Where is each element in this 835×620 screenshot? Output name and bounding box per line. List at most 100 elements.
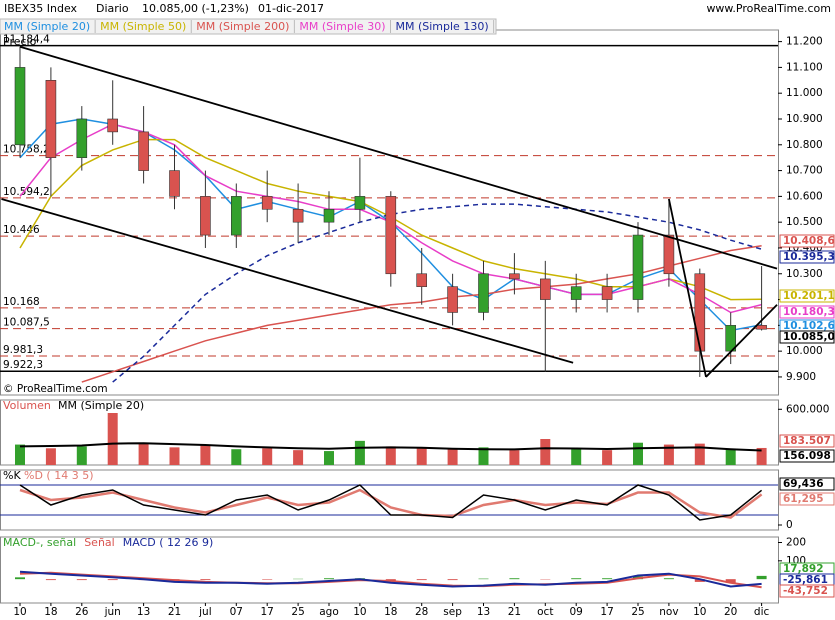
series-line [19,570,762,588]
value-label-box [779,289,835,303]
volume-bar [262,448,273,465]
y-tick-label: 10.800 [786,139,823,151]
volume-bar [478,447,489,465]
volume-bar [694,443,705,465]
legend-entry: MACD ( 12 26 9) [123,536,214,549]
y-tick-label: 10.000 [786,345,823,357]
volume-bar [169,447,180,465]
x-tick-label: 13 [137,606,150,618]
x-tick-label: 25 [291,606,304,618]
candle-body [169,170,180,197]
value-label: 10.395,32 [783,251,835,263]
legend-entry: %K [3,469,21,482]
x-tick-label: nov [659,606,678,618]
volume-bar [416,448,427,465]
x-tick-label: 18 [384,606,397,618]
histogram-bar [509,578,520,580]
volume-bar [509,450,520,465]
histogram-bar [107,579,118,581]
value-label-box [779,330,835,344]
panel-label: Volumen [3,399,51,412]
volume-bar [15,444,25,465]
legend-entry: %D ( 14 3 5) [24,469,94,482]
legend-entry: MM (Simple 30) [299,20,385,33]
credit: © ProRealTime.com [3,383,108,395]
x-tick-label: 18 [44,606,57,618]
volume-bar [354,440,365,465]
value-label-box [779,234,835,248]
value-label-box [779,584,835,598]
value-label: -25,861 [783,574,828,586]
level-label: 10.446 [3,224,40,236]
volume-bar [571,449,582,465]
trendline [19,45,778,270]
y-tick-label: 10.600 [786,190,823,202]
volume-bar [663,444,674,465]
value-label-box [779,449,835,463]
volume-bar [231,449,242,465]
histogram-bar [602,578,613,580]
candle-body [231,196,242,236]
candle-body [539,278,551,300]
candle-body [385,196,397,275]
x-tick-label: 25 [631,606,644,618]
y-tick-label: 0 [786,519,793,531]
volume-bar [76,446,87,465]
x-tick-label: 28 [415,606,428,618]
volume-bar [45,448,56,465]
y-tick-label: 10.300 [786,268,823,280]
volume-bar [602,450,613,465]
histogram-bar [571,578,582,580]
y-tick-label: 600.000 [786,403,829,415]
level-label: 9.981,3 [3,344,43,356]
x-tick-label: 07 [230,606,243,618]
candle-body [261,196,273,210]
y-tick-label: 11.100 [786,61,823,73]
volume-bar [725,449,736,465]
candle-body [138,131,149,171]
x-tick-label: 10 [13,606,26,618]
candle-body [107,118,118,133]
x-tick-label: sep [443,606,462,618]
histogram-bar [76,579,87,581]
y-tick-label: 9.900 [786,371,816,383]
volume-bar [540,439,551,465]
panel-frame [0,469,779,531]
value-label: 10.085,00 [783,331,835,343]
x-tick-label: 21 [168,606,181,618]
value-label: 10.180,36 [783,306,835,318]
histogram-bar [725,579,736,583]
site: www.ProRealTime.com [706,2,831,15]
legend-entry: MACD-, señal [3,536,76,549]
candle-body [447,286,458,313]
candle-body [632,234,644,300]
candle-body [478,273,489,313]
value-label: 17,892 [783,563,824,575]
level-label: 9.922,3 [3,359,43,371]
candle-body [601,286,613,300]
x-tick-label: ago [319,606,339,618]
histogram-bar [262,579,273,580]
legend-entry: MM (Simple 200) [196,20,289,33]
value-label: 61,295 [783,493,824,505]
legend-entry: MM (Simple 50) [100,20,186,33]
legend-entry: MM (Simple 130) [396,20,489,33]
volume-bar [293,450,304,465]
trendline [705,304,778,378]
value-label: 183.507 [783,435,831,447]
series-line [19,488,763,519]
panel-label: Precio [3,35,37,48]
x-tick-label: 21 [508,606,521,618]
x-tick-label: 10 [353,606,366,618]
x-tick-label: dic [754,606,770,618]
volume-bar [138,442,149,465]
x-tick-label: oct [537,606,553,618]
volume-bar [633,442,643,465]
series-line [19,442,762,452]
series-line [19,484,763,521]
histogram-bar [756,575,767,580]
y-tick-label: 10.900 [786,113,823,125]
level-label: 10.758,2 [3,144,50,156]
candle-body [292,208,304,223]
x-tick-label: 20 [724,606,737,618]
